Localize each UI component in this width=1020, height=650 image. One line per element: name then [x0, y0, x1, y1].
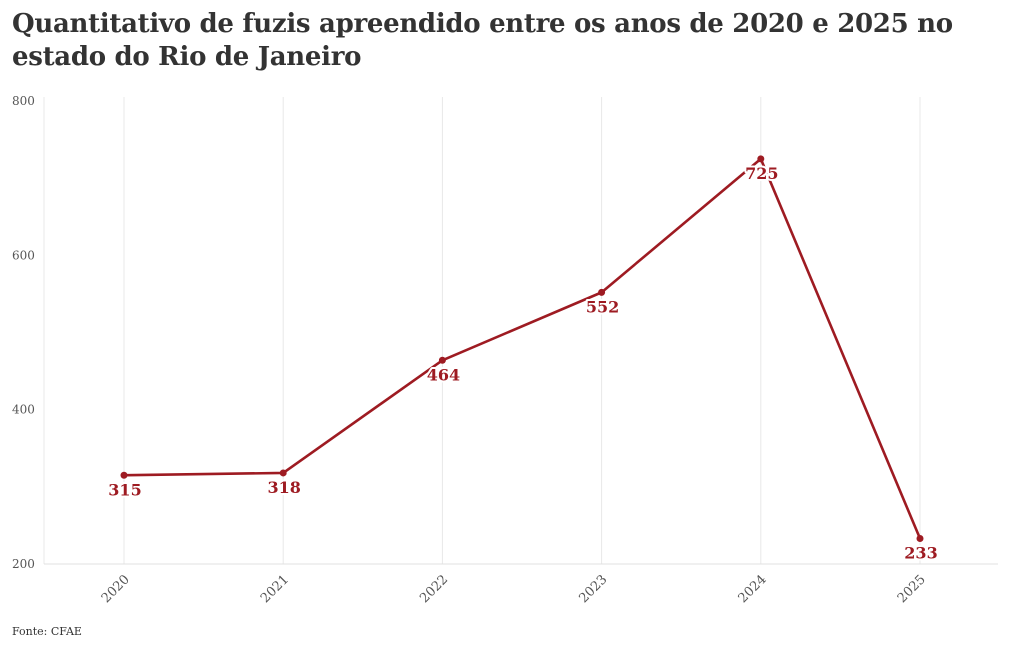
x-tick-label-2025: 2025 [895, 572, 929, 606]
data-point-2021 [279, 469, 287, 477]
data-label-2021: 318 [267, 478, 300, 497]
data-point-2025 [916, 535, 924, 543]
data-label-halo-2023: 552 [586, 297, 619, 316]
data-label-2024: 725 [745, 164, 778, 183]
data-label-2023: 552 [586, 297, 619, 316]
axis-layer: 200 400 600 800 2020 2021 2022 2023 2024 2025 [12, 94, 998, 606]
data-label-halo-2024: 725 [745, 164, 778, 183]
x-tick-label-2021: 2021 [258, 572, 292, 606]
source-note: Fonte: CFAE [12, 625, 82, 638]
y-tick-label-400: 400 [12, 403, 35, 417]
data-point-2024 [757, 155, 765, 163]
series-layer [120, 155, 924, 543]
x-tick-label-2022: 2022 [417, 572, 451, 606]
series-line [122, 157, 922, 540]
data-label-2022: 464 [427, 365, 460, 384]
data-label-halo-2021: 318 [267, 478, 300, 497]
data-point-2023 [598, 288, 606, 296]
chart-title: Quantitativo de fuzis apreendido entre o… [12, 9, 953, 72]
grid-layer [123, 97, 921, 564]
x-tick-label-2024: 2024 [736, 572, 770, 606]
x-tick-label-2020: 2020 [99, 572, 133, 606]
data-label-halo-2022: 464 [427, 365, 460, 384]
data-label-halo-2020: 315 [108, 480, 141, 499]
x-tick-label-2023: 2023 [576, 572, 610, 606]
data-point-2020 [120, 471, 128, 479]
data-label-2020: 315 [108, 480, 141, 499]
y-tick-label-200: 200 [12, 557, 35, 571]
y-tick-label-800: 800 [12, 94, 35, 108]
y-tick-label-600: 600 [12, 248, 35, 262]
data-point-2022 [438, 356, 446, 364]
data-label-2025: 233 [904, 544, 937, 563]
data-label-halo-2025: 233 [904, 544, 937, 563]
